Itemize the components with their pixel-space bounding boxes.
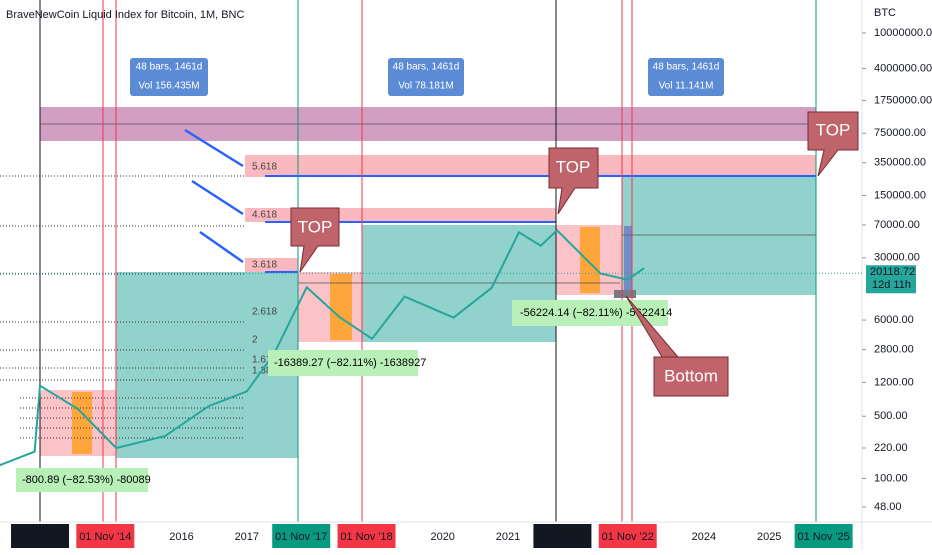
callout-text: TOP [298,217,333,236]
range-volume: Vol 11.141M [659,81,714,92]
x-tick-badge [533,524,592,548]
fib-label: 3.618 [252,260,277,271]
x-tick-label: 2016 [169,531,193,543]
x-tick-label: 01 Nov '17 [275,531,327,543]
y-tick-label: 6000.00 [874,314,914,326]
fib-label: 2 [252,335,258,346]
range-box [648,58,724,96]
fib-label: 5.618 [252,162,277,173]
last-price-badge [866,265,916,294]
fib-label: 1.382 [252,366,277,377]
title: BraveNewCoin Liquid Index for Bitcoin, 1… [6,9,244,21]
range-lines [40,123,816,284]
fib-label: 2.618 [252,307,277,318]
x-tick-label: 2017 [235,531,259,543]
orange-zone [72,392,92,454]
callout [548,147,599,215]
drawdown-label: -16389.27 (−82.11%) -1638927 [274,357,426,369]
drawdown-label: -56224.14 (−82.11%) -5622414 [520,307,672,319]
range-bars: 48 bars, 1461d [393,62,460,73]
callout-text: Bottom [664,366,718,385]
range-boxes: 48 bars, 1461d Vol 156.435M 48 bars, 146… [130,58,724,96]
x-tick-badge [11,524,70,548]
x-tick-label: 2024 [692,531,716,543]
orange-zone [580,227,600,293]
y-tick-label: 500.00 [874,410,908,422]
y-tick-label: 1750000.00 [874,94,932,106]
callouts: TOP TOP TOP Bottom [290,111,859,397]
y-tick-label: 30000.00 [874,252,920,264]
axes: 10000000.00 4000000.00 1750000.00 750000.00… [0,27,932,548]
countdown: 12d 11h [872,279,911,291]
blue-zone [624,226,632,294]
y-tick-label: 10000000.00 [874,27,932,39]
range-volume: Vol 156.435M [138,81,199,92]
orange-zone [330,274,352,340]
x-tick-label: 2020 [430,531,454,543]
x-tick-label: 01 Nov '25 [797,531,849,543]
y-tick-label: 70000.00 [874,219,920,231]
callout [807,111,859,177]
pink-band [245,258,298,272]
y-tick-label: 750000.00 [874,127,926,139]
callout [625,295,729,397]
range-volume: Vol 78.181M [398,81,454,92]
y-tick-label: 100.00 [874,472,908,484]
x-tick-badge [76,524,135,548]
x-tick-label: 2021 [496,531,520,543]
green-zone [116,272,298,458]
x-tick-label: 01 Nov '13 [14,531,66,543]
y-tick-label: 1200.00 [874,376,914,388]
y-tick-label: 48.00 [874,501,902,513]
arrows [184,128,244,264]
x-tick-label: 01 Nov '18 [340,531,392,543]
drawdowns: -800.89 (−82.53%) -80089 -16389.27 (−82.… [16,300,672,492]
range-box [130,58,208,96]
callout [290,207,340,273]
fib-label: 1.618 [252,355,277,366]
y-tick-label: 350000.00 [874,157,926,169]
price-line [0,228,645,467]
x-tick-label: 01 Nov '21 [536,531,588,543]
x-tick-badge [337,524,396,548]
grey-marker [614,290,636,298]
vertical-lines [39,0,817,522]
range-bars: 48 bars, 1461d [653,62,720,73]
range-bars: 48 bars, 1461d [136,62,203,73]
x-tick-badge [794,524,853,548]
fib-label: 4.618 [252,210,277,221]
last-price-label: 20118.72 [870,266,915,278]
price-line-layer [0,228,645,467]
x-tick-badge [272,524,331,548]
y-tick-label: 150000.00 [874,189,926,201]
y-tick-label: 4000000.00 [874,62,932,74]
drawdown-label: -800.89 (−82.53%) -80089 [22,474,151,486]
drawdown-box [268,350,418,376]
x-tick-label: 01 Nov '22 [602,531,654,543]
x-tick-label: 2025 [757,531,781,543]
x-tick-badge [598,524,657,548]
callout-text: TOP [556,157,591,176]
currency: BTC [874,7,896,19]
drawdown-box [16,468,148,492]
pink-band [245,155,816,177]
x-tick-label: 01 Nov '14 [79,531,131,543]
fib-labels: 5.618 4.618 3.618 2.618 2 1.618 1.382 [252,162,277,377]
y-tick-label: 2800.00 [874,343,914,355]
callout-text: TOP [816,120,851,139]
range-box [388,58,464,96]
y-tick-label: 220.00 [874,442,908,454]
